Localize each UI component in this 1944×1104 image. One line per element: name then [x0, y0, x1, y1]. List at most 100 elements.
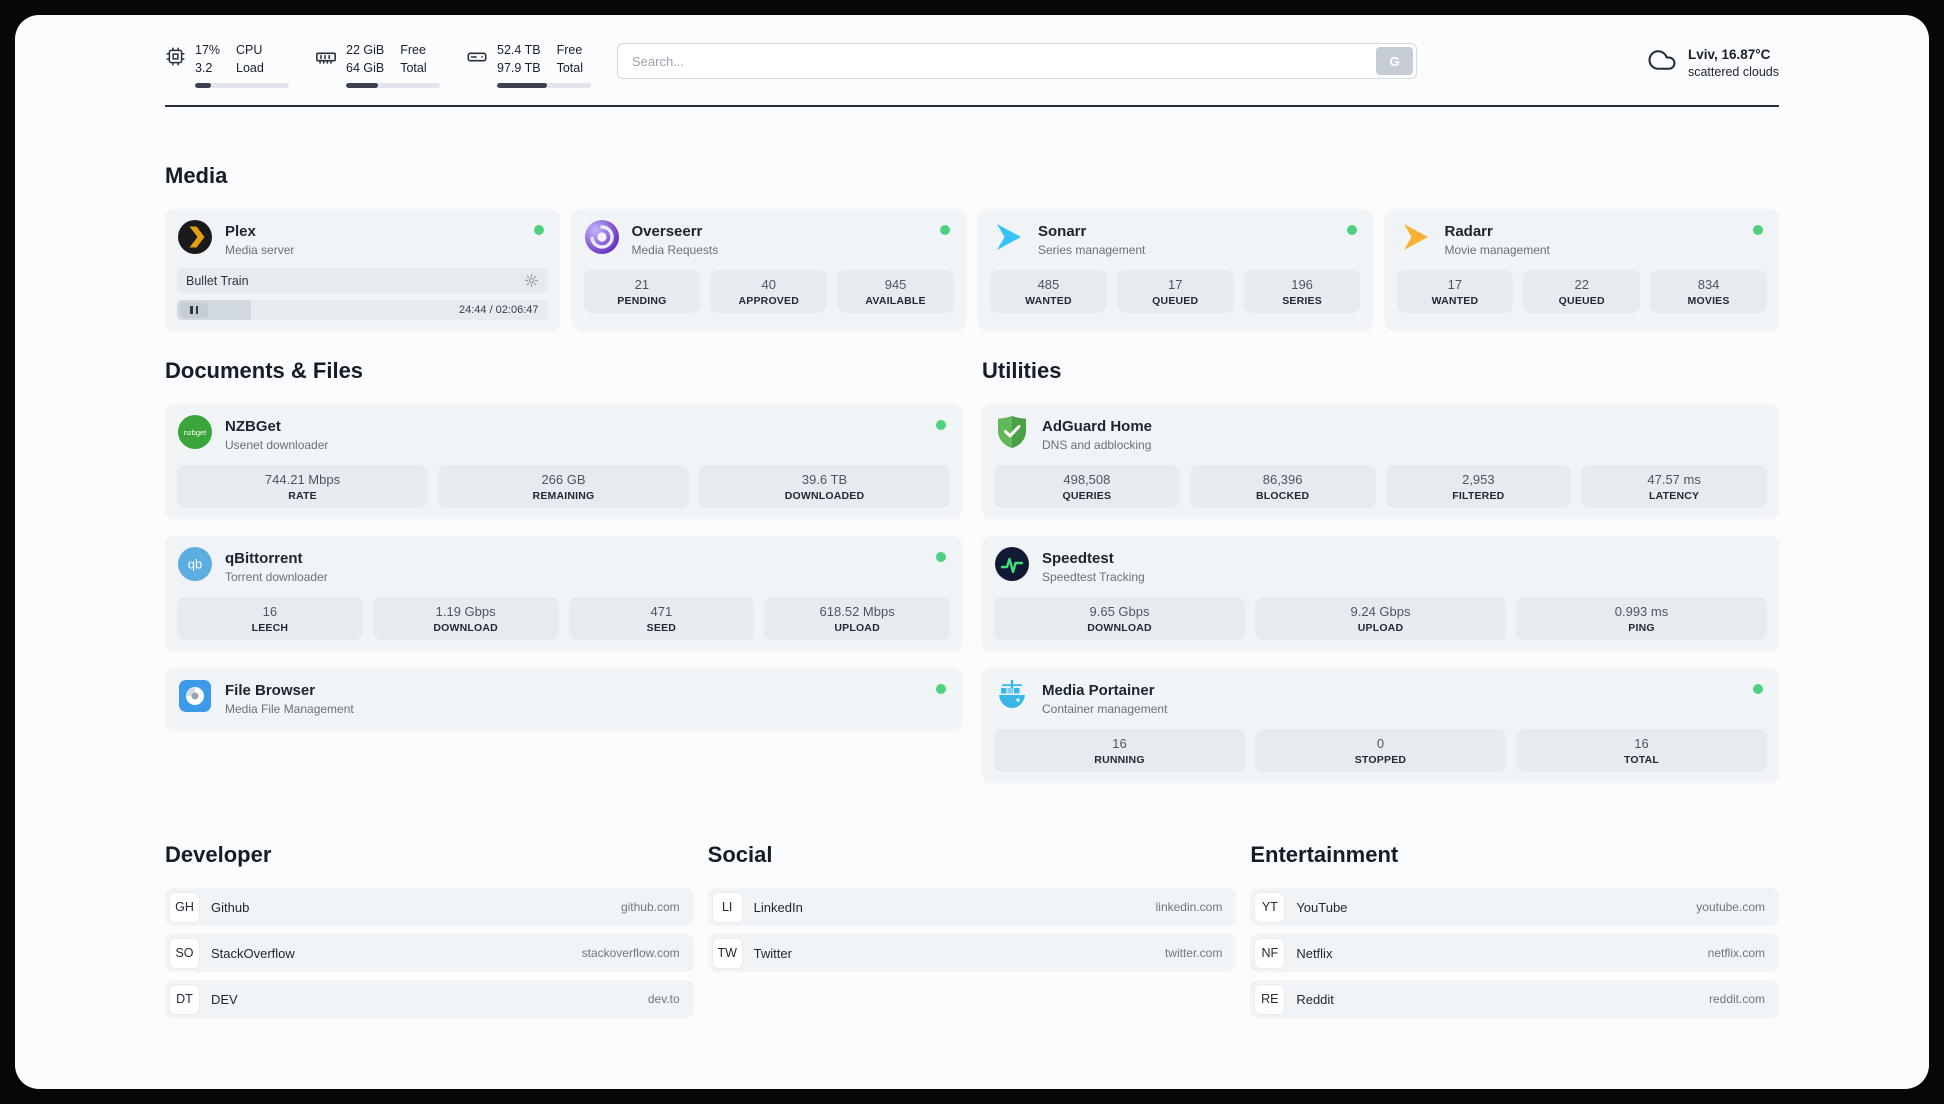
weather-location: Lviv, 16.87°C: [1687, 46, 1771, 62]
stat-value: 266 GB: [541, 472, 586, 488]
bookmark-netflix[interactable]: NF Netflix netflix.com: [1250, 934, 1779, 973]
section-title-social: Social: [707, 842, 773, 868]
bookmark-url: github.com: [620, 900, 680, 915]
app-card-overseerr[interactable]: Overseerr Media Requests 21 PENDING 40 A…: [571, 209, 966, 331]
bookmark-name: Netflix: [1296, 945, 1333, 961]
now-playing-title: Bullet Train: [186, 273, 249, 288]
search-engine-button[interactable]: G: [1376, 47, 1413, 75]
cpu-usage-value: 17%: [195, 43, 221, 57]
stat-label: UPLOAD: [834, 622, 880, 635]
search-input[interactable]: [617, 43, 1417, 79]
qbittorrent-icon-label: qb: [188, 557, 202, 572]
app-card-adguard[interactable]: AdGuard Home DNS and adblocking 498,508 …: [982, 404, 1779, 519]
stat-box: 2,953 FILTERED: [1385, 465, 1572, 509]
cpu-chip-icon: [165, 46, 186, 67]
bookmark-dev[interactable]: DT DEV dev.to: [165, 980, 694, 1019]
app-description: DNS and adblocking: [1042, 437, 1152, 452]
stat-label: STOPPED: [1354, 754, 1407, 767]
stat-value: 17: [1168, 277, 1183, 293]
stat-value: 16: [1634, 736, 1649, 752]
app-name: Plex: [225, 222, 256, 240]
disk-free-value: 52.4 TB: [497, 43, 541, 57]
ram-progress-bar: [346, 83, 440, 89]
ram-free-value: 22 GiB: [346, 43, 385, 57]
bookmark-linkedin[interactable]: LI LinkedIn linkedin.com: [707, 888, 1237, 927]
stat-value: 0.993 ms: [1614, 604, 1669, 620]
bookmark-name: Github: [211, 899, 250, 915]
bookmark-twitter[interactable]: TW Twitter twitter.com: [707, 934, 1237, 973]
app-card-nzbget[interactable]: nzbget NZBGet Usenet downloader 744.21 M…: [165, 404, 962, 519]
cpu-progress-fill: [195, 83, 211, 89]
stat-label: PING: [1628, 622, 1655, 635]
youtube-badge-icon: YT: [1255, 892, 1285, 922]
bookmark-url: youtube.com: [1696, 900, 1765, 915]
app-card-qbittorrent[interactable]: qb qBittorrent Torrent downloader 16 LEE…: [165, 536, 962, 651]
nzbget-icon: nzbget: [177, 414, 213, 455]
stat-label: LEECH: [251, 622, 289, 635]
bookmark-url: reddit.com: [1708, 992, 1765, 1007]
playback-time: 24:44 / 02:06:47: [458, 304, 539, 317]
bookmark-stackoverflow[interactable]: SO StackOverflow stackoverflow.com: [165, 934, 694, 973]
stat-label: MOVIES: [1687, 295, 1730, 308]
ram-free-label: Free: [400, 43, 426, 57]
stats-row: 744.21 Mbps RATE 266 GB REMAINING 39.6 T…: [177, 465, 950, 509]
bookmarks-area: Developer GH Github github.com SO StackO…: [165, 842, 1779, 1019]
bookmark-youtube[interactable]: YT YouTube youtube.com: [1250, 888, 1779, 927]
bookmarks-developer: Developer GH Github github.com SO StackO…: [165, 842, 694, 1019]
app-card-portainer[interactable]: Media Portainer Container management 16 …: [982, 668, 1779, 783]
gear-icon[interactable]: [524, 273, 539, 288]
app-name: qBittorrent: [225, 549, 303, 567]
app-card-filebrowser[interactable]: File Browser Media File Management: [165, 668, 962, 730]
app-card-sonarr[interactable]: Sonarr Series management 485 WANTED 17 Q…: [978, 209, 1373, 331]
cpu-progress-bar: [195, 83, 289, 89]
pause-button[interactable]: [180, 302, 208, 318]
stat-value: 9.65 Gbps: [1089, 604, 1150, 620]
status-dot: [1753, 684, 1763, 695]
app-card-radarr[interactable]: Radarr Movie management 17 WANTED 22 QUE…: [1384, 209, 1779, 331]
disk-free-label: Free: [556, 43, 583, 57]
dev-badge-icon: DT: [170, 984, 199, 1014]
bookmark-name: YouTube: [1296, 899, 1348, 915]
cpu-load-label: Load: [236, 60, 264, 75]
app-name: Radarr: [1444, 222, 1493, 240]
stat-value: 2,953: [1462, 472, 1495, 488]
disk-progress-fill: [497, 83, 547, 89]
section-title-documents: Documents & Files: [165, 358, 364, 384]
section-title-entertainment: Entertainment: [1250, 842, 1399, 868]
stat-box: 196 SERIES: [1243, 270, 1361, 314]
bookmarks-entertainment: Entertainment YT YouTube youtube.com NF …: [1250, 842, 1779, 1019]
bookmark-github[interactable]: GH Github github.com: [165, 888, 694, 927]
bookmark-url: stackoverflow.com: [581, 946, 680, 961]
stat-box: 86,396 BLOCKED: [1189, 465, 1376, 509]
stat-label: WANTED: [1025, 295, 1072, 308]
stat-label: LATENCY: [1649, 490, 1700, 503]
overseerr-icon: [584, 219, 620, 260]
weather-condition: scattered clouds: [1687, 64, 1779, 79]
section-title-utilities: Utilities: [982, 358, 1062, 384]
stat-box: 22 QUEUED: [1523, 270, 1641, 314]
github-badge-icon: GH: [170, 892, 199, 922]
app-description: Torrent downloader: [225, 569, 328, 584]
stat-label: BLOCKED: [1255, 490, 1310, 503]
stat-value: 196: [1291, 277, 1313, 293]
app-card-speedtest[interactable]: Speedtest Speedtest Tracking 9.65 Gbps D…: [982, 536, 1779, 651]
stat-label: DOWNLOAD: [433, 622, 498, 635]
bookmark-url: dev.to: [647, 992, 680, 1007]
stat-label: RUNNING: [1094, 754, 1145, 767]
bookmark-name: Reddit: [1296, 991, 1334, 1007]
stat-value: 1.19 Gbps: [435, 604, 496, 620]
header-divider: [165, 105, 1779, 108]
ram-metric: 22 GiB 64 GiB Free Total: [315, 43, 440, 89]
stats-row: 485 WANTED 17 QUEUED 196 SERIES: [990, 270, 1361, 314]
playback-seekbar[interactable]: 24:44 / 02:06:47: [177, 300, 548, 321]
app-card-plex[interactable]: Plex Media server Bullet Train 24:44 / 0…: [165, 209, 560, 331]
stat-box: 17 QUEUED: [1116, 270, 1234, 314]
stat-value: 498,508: [1063, 472, 1111, 488]
stat-value: 744.21 Mbps: [264, 472, 341, 488]
top-bar: 17% 3.2 CPU Load: [165, 43, 1779, 89]
stat-label: TOTAL: [1623, 754, 1660, 767]
stat-label: APPROVED: [738, 295, 799, 308]
now-playing-row: Bullet Train: [177, 268, 548, 294]
stat-box: 21 PENDING: [583, 270, 701, 314]
bookmark-reddit[interactable]: RE Reddit reddit.com: [1250, 980, 1779, 1019]
